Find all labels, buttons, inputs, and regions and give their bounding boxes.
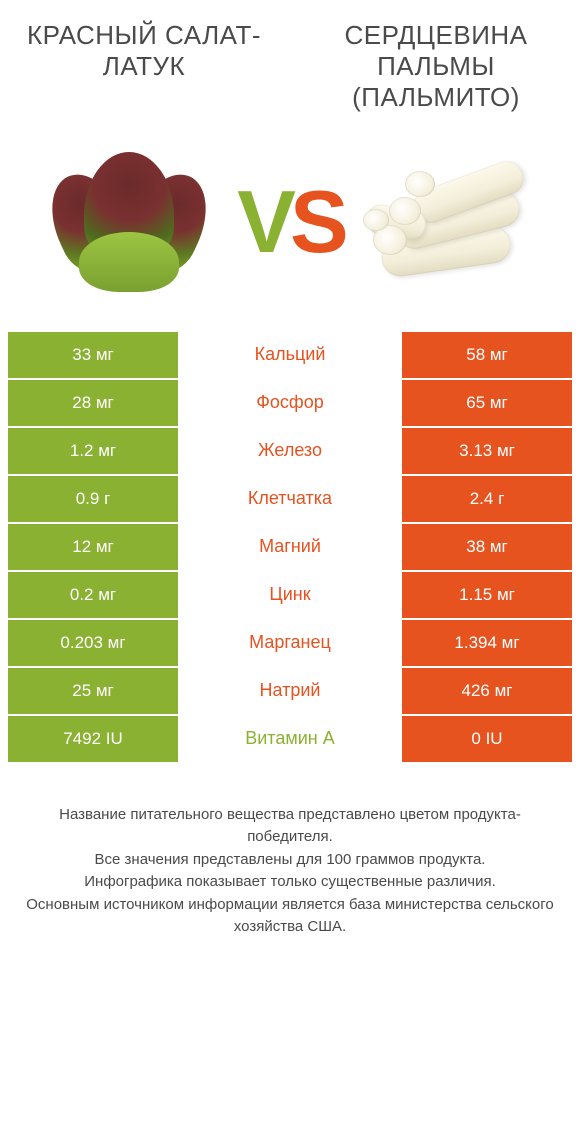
value-right: 1.15 мг xyxy=(402,572,572,618)
nutrient-name: Кальций xyxy=(178,332,402,378)
table-row: 0.9 гКлетчатка2.4 г xyxy=(8,476,572,524)
palmito-icon xyxy=(361,147,541,297)
vs-s: S xyxy=(290,172,343,271)
nutrient-name: Натрий xyxy=(178,668,402,714)
nutrient-name: Фосфор xyxy=(178,380,402,426)
table-row: 0.2 мгЦинк1.15 мг xyxy=(8,572,572,620)
value-right: 3.13 мг xyxy=(402,428,572,474)
value-left: 0.9 г xyxy=(8,476,178,522)
hero-right xyxy=(351,147,552,297)
footer-line: Инфографика показывает только существенн… xyxy=(26,871,554,894)
table-row: 1.2 мгЖелезо3.13 мг xyxy=(8,428,572,476)
value-right: 0 IU xyxy=(402,716,572,762)
value-left: 0.2 мг xyxy=(8,572,178,618)
value-left: 28 мг xyxy=(8,380,178,426)
value-right: 58 мг xyxy=(402,332,572,378)
value-right: 65 мг xyxy=(402,380,572,426)
table-row: 0.203 мгМарганец1.394 мг xyxy=(8,620,572,668)
nutrient-name: Марганец xyxy=(178,620,402,666)
title-left: КРАСНЫЙ САЛАТ-ЛАТУК xyxy=(8,20,280,114)
value-left: 33 мг xyxy=(8,332,178,378)
value-left: 1.2 мг xyxy=(8,428,178,474)
table-row: 25 мгНатрий426 мг xyxy=(8,668,572,716)
value-left: 0.203 мг xyxy=(8,620,178,666)
table-row: 33 мгКальций58 мг xyxy=(8,332,572,380)
value-left: 7492 IU xyxy=(8,716,178,762)
footer-text: Название питательного вещества представл… xyxy=(8,764,572,939)
nutrient-name: Клетчатка xyxy=(178,476,402,522)
titles-row: КРАСНЫЙ САЛАТ-ЛАТУК СЕРДЦЕВИНА ПАЛЬМЫ (П… xyxy=(8,20,572,114)
title-right: СЕРДЦЕВИНА ПАЛЬМЫ (ПАЛЬМИТО) xyxy=(300,20,572,114)
nutrient-name: Магний xyxy=(178,524,402,570)
footer-line: Все значения представлены для 100 граммо… xyxy=(26,849,554,872)
value-left: 25 мг xyxy=(8,668,178,714)
nutrient-name: Железо xyxy=(178,428,402,474)
nutrient-name: Цинк xyxy=(178,572,402,618)
table-row: 28 мгФосфор65 мг xyxy=(8,380,572,428)
footer-line: Название питательного вещества представл… xyxy=(26,804,554,849)
nutrient-table: 33 мгКальций58 мг28 мгФосфор65 мг1.2 мгЖ… xyxy=(8,332,572,764)
table-row: 12 мгМагний38 мг xyxy=(8,524,572,572)
value-right: 426 мг xyxy=(402,668,572,714)
footer-line: Основным источником информации является … xyxy=(26,894,554,939)
hero-row: VS xyxy=(8,132,572,332)
value-left: 12 мг xyxy=(8,524,178,570)
vs-label: VS xyxy=(229,178,350,266)
lettuce-icon xyxy=(49,142,209,302)
hero-left xyxy=(28,142,229,302)
value-right: 1.394 мг xyxy=(402,620,572,666)
vs-v: V xyxy=(237,172,290,271)
nutrient-name: Витамин A xyxy=(178,716,402,762)
table-row: 7492 IUВитамин A0 IU xyxy=(8,716,572,764)
value-right: 2.4 г xyxy=(402,476,572,522)
value-right: 38 мг xyxy=(402,524,572,570)
infographic: КРАСНЫЙ САЛАТ-ЛАТУК СЕРДЦЕВИНА ПАЛЬМЫ (П… xyxy=(0,0,580,939)
